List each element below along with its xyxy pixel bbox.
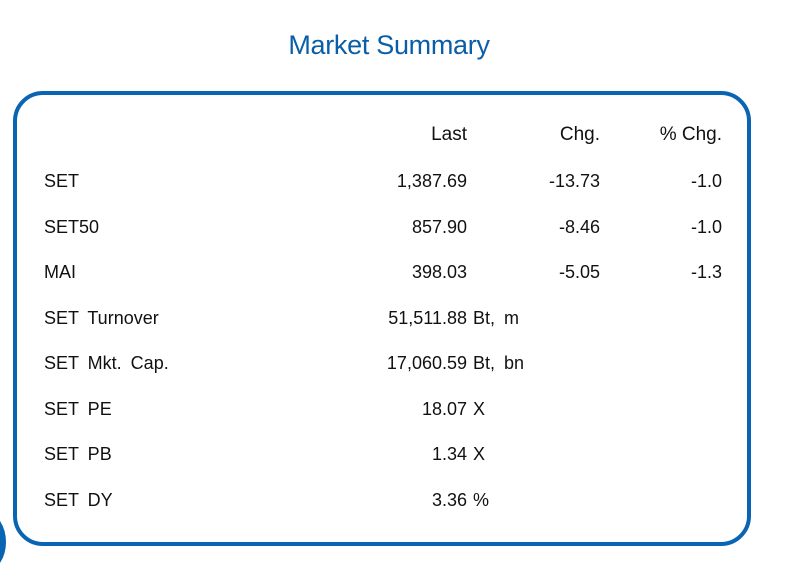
row-pb-name: SET PB [44, 444, 112, 464]
row-set-pct: -1.0 [690, 171, 722, 191]
row-turnover-value: 51,511.88 [388, 308, 467, 328]
row-dy-value: 3.36 [431, 490, 467, 510]
row-mai-last: 398.03 [411, 262, 467, 282]
market-summary-panel [13, 91, 751, 546]
row-turnover-name: SET Turnover [44, 308, 159, 328]
row-mai-pct: -1.3 [690, 262, 722, 282]
decorative-disc [0, 514, 6, 570]
header-chg: Chg. [559, 124, 600, 145]
row-dy-unit: % [473, 490, 490, 510]
row-set-name: SET [44, 171, 80, 191]
header-pct-chg: % Chg. [659, 124, 722, 145]
page-title: Market Summary [288, 30, 490, 60]
row-mktcap-value: 17,060.59 [386, 353, 467, 373]
row-mktcap-unit: Bt, bn [473, 353, 525, 373]
row-set50-last: 857.90 [411, 217, 467, 237]
row-pe-value: 18.07 [421, 399, 467, 419]
row-set-last: 1,387.69 [396, 171, 467, 191]
row-set50-pct: -1.0 [690, 217, 722, 237]
row-pb-value: 1.34 [431, 444, 467, 464]
row-pe-name: SET PE [44, 399, 112, 419]
row-dy-name: SET DY [44, 490, 113, 510]
row-turnover-unit: Bt, m [473, 308, 520, 328]
row-set50-chg: -8.46 [558, 217, 600, 237]
row-mktcap-name: SET Mkt. Cap. [44, 353, 169, 373]
row-set-chg: -13.73 [548, 171, 600, 191]
row-set50-name: SET50 [44, 217, 100, 237]
row-pb-unit: X [473, 444, 486, 464]
row-pe-unit: X [473, 399, 486, 419]
row-mai-chg: -5.05 [558, 262, 600, 282]
header-last: Last [431, 124, 467, 145]
row-mai-name: MAI [44, 262, 77, 282]
